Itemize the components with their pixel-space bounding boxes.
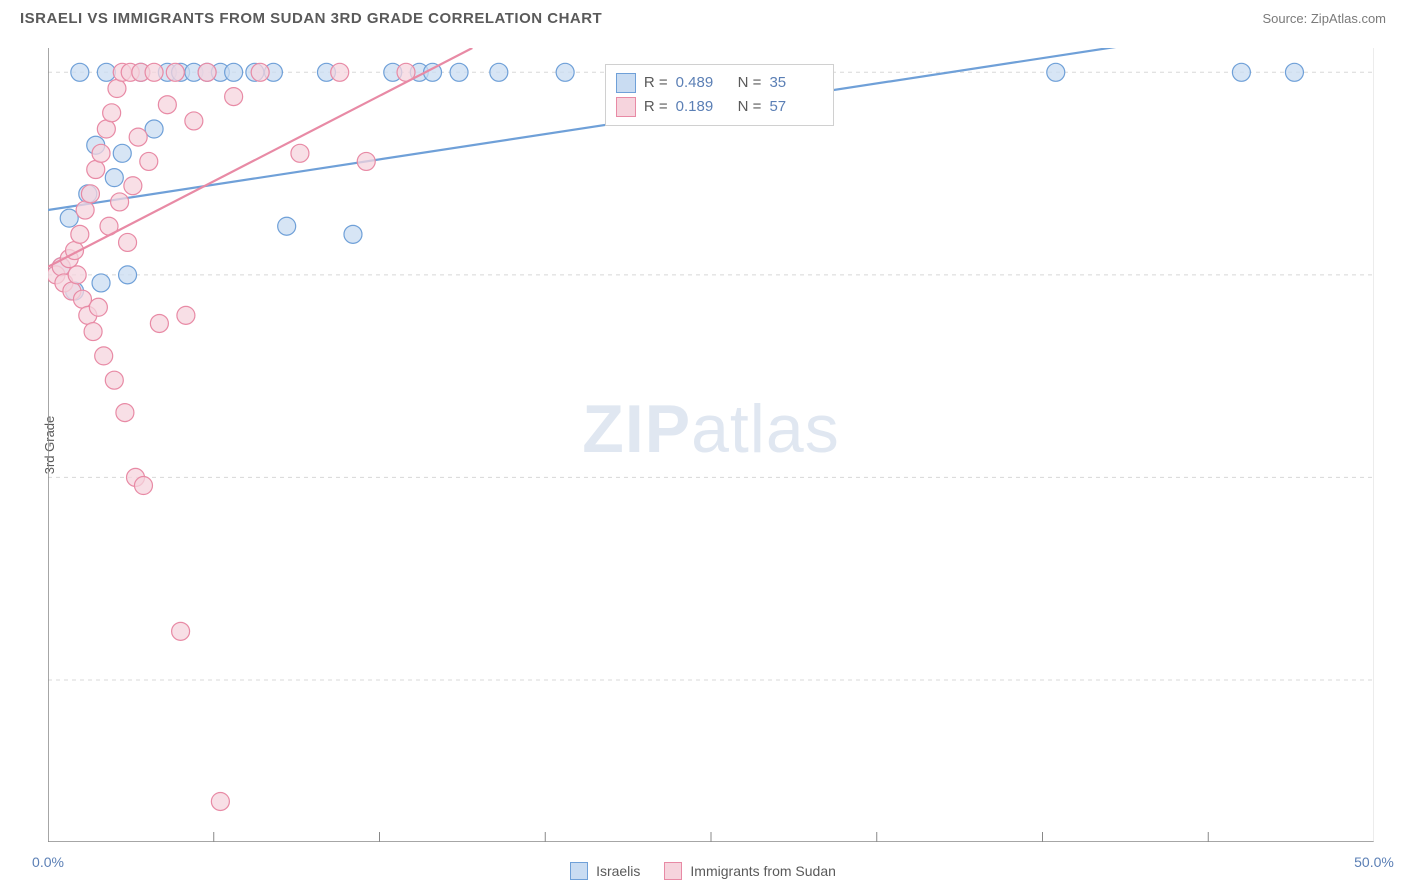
r-label: R = bbox=[644, 98, 668, 115]
series-legend: Israelis Immigrants from Sudan bbox=[0, 862, 1406, 880]
r-legend-row: R = 0.489 N = 35 bbox=[616, 71, 824, 95]
r-legend-swatch bbox=[616, 97, 636, 117]
n-label: N = bbox=[738, 98, 762, 115]
chart-title: ISRAELI VS IMMIGRANTS FROM SUDAN 3RD GRA… bbox=[20, 10, 602, 27]
n-label: N = bbox=[738, 74, 762, 91]
legend-label: Immigrants from Sudan bbox=[690, 863, 836, 879]
legend-item: Immigrants from Sudan bbox=[664, 862, 836, 880]
r-label: R = bbox=[644, 74, 668, 91]
legend-item: Israelis bbox=[570, 862, 640, 880]
chart-header: ISRAELI VS IMMIGRANTS FROM SUDAN 3RD GRA… bbox=[0, 0, 1406, 35]
r-legend-swatch bbox=[616, 73, 636, 93]
chart-source: Source: ZipAtlas.com bbox=[1262, 11, 1386, 26]
scatter-plot bbox=[48, 48, 1374, 842]
r-value: 0.489 bbox=[676, 74, 730, 91]
n-value: 57 bbox=[769, 98, 823, 115]
r-value: 0.189 bbox=[676, 98, 730, 115]
legend-label: Israelis bbox=[596, 863, 640, 879]
legend-swatch bbox=[664, 862, 682, 880]
r-legend-row: R = 0.189 N = 57 bbox=[616, 95, 824, 119]
chart-area: 3rd Grade ZIPatlas R =0.489N =35R =0.189… bbox=[48, 48, 1374, 842]
correlation-legend: R = 0.489 N = 35 R = 0.189 N = 57 bbox=[605, 64, 835, 126]
n-value: 35 bbox=[769, 74, 823, 91]
legend-swatch bbox=[570, 862, 588, 880]
